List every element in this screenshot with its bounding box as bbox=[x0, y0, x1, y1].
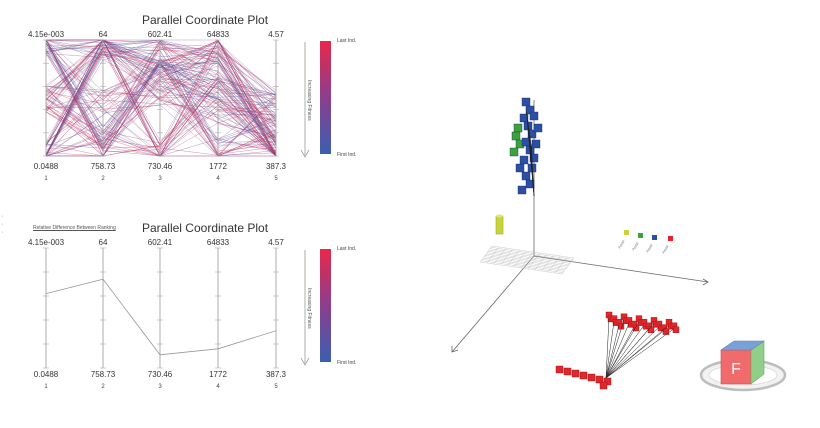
legend-arrow-head-icon bbox=[300, 149, 310, 158]
axis-3-min-label: 730.46 bbox=[147, 370, 173, 379]
axis-4-min-label: 1772 bbox=[209, 370, 227, 379]
bottom-plot-title: Parallel Coordinate Plot bbox=[141, 221, 269, 235]
block bbox=[529, 153, 539, 163]
axis-1-max-label: 4.15e-003 bbox=[27, 238, 65, 247]
scene-legend-cubes: Aaaa Aaaa Aaaa Aaaa bbox=[617, 230, 673, 255]
axis-1-index: 1 bbox=[44, 176, 48, 182]
axis-5-min-label: 387.3 bbox=[265, 162, 287, 171]
side-tick-marks: ▪ ▪ ▪ bbox=[2, 214, 4, 234]
top-fitness-legend bbox=[300, 41, 331, 158]
svg-text:Aaaa: Aaaa bbox=[645, 242, 654, 253]
block bbox=[595, 375, 604, 384]
axis-3-index: 3 bbox=[158, 176, 162, 182]
axis-2-min-label: 758.73 bbox=[90, 370, 116, 379]
axis-2-max-label: 64 bbox=[98, 238, 108, 247]
block bbox=[529, 111, 539, 121]
axis-2-index: 2 bbox=[101, 384, 105, 390]
bottom-parallel-coordinate-plot: Parallel Coordinate Plot Relative Differ… bbox=[0, 212, 420, 412]
block bbox=[517, 185, 527, 195]
block bbox=[587, 373, 596, 382]
block bbox=[511, 131, 521, 141]
floor-grid-icon bbox=[479, 245, 575, 275]
block bbox=[509, 147, 519, 157]
block bbox=[513, 123, 523, 133]
block bbox=[519, 155, 529, 165]
legend-top-label: Last Ind. bbox=[337, 246, 357, 252]
legend-bottom-label: First Ind. bbox=[337, 360, 357, 366]
block bbox=[521, 171, 531, 181]
axis-5-max-label: 4.57 bbox=[268, 238, 284, 247]
axis-1-max-label: 4.15e-003 bbox=[27, 30, 65, 39]
axis-2-max-label: 64 bbox=[98, 30, 108, 39]
block bbox=[603, 377, 612, 386]
bottom-plot-canvas[interactable] bbox=[0, 212, 420, 412]
legend-top-label: Last Ind. bbox=[337, 38, 357, 44]
axis-4-index: 4 bbox=[216, 384, 220, 390]
legend-color-bar bbox=[320, 249, 331, 362]
bottom-fitness-legend bbox=[300, 249, 331, 366]
svg-text:Aaaa: Aaaa bbox=[617, 238, 626, 249]
red-block-cluster bbox=[555, 311, 680, 390]
axis-1-min-label: 0.0488 bbox=[33, 162, 59, 171]
pcp-selected-line bbox=[45, 278, 277, 356]
block bbox=[563, 367, 572, 376]
x-axis-arrow-icon bbox=[451, 346, 459, 353]
axis-4-max-label: 64833 bbox=[206, 238, 230, 247]
block bbox=[515, 163, 525, 173]
axis-3-min-label: 730.46 bbox=[147, 162, 173, 171]
top-plot-title: Parallel Coordinate Plot bbox=[141, 13, 269, 27]
block bbox=[647, 326, 655, 333]
block bbox=[525, 179, 535, 189]
axis-4-max-label: 64833 bbox=[206, 30, 230, 39]
block bbox=[632, 324, 640, 332]
axis-3-max-label: 602.41 bbox=[147, 30, 173, 39]
axis-4-min-label: 1772 bbox=[209, 162, 227, 171]
block bbox=[531, 139, 541, 149]
block bbox=[672, 326, 680, 333]
axis-3-index: 3 bbox=[158, 384, 162, 390]
legend-arrow-head-icon bbox=[300, 357, 310, 366]
view-cube-icon[interactable]: F bbox=[699, 340, 787, 392]
y-axis bbox=[533, 255, 709, 283]
svg-text:Aaaa: Aaaa bbox=[661, 243, 670, 254]
block bbox=[571, 369, 580, 378]
upper-block-cluster bbox=[509, 97, 543, 197]
block bbox=[521, 97, 531, 107]
legend-caption: Increasing Fitness bbox=[306, 288, 312, 329]
top-plot-canvas[interactable] bbox=[0, 0, 420, 200]
axis-3-max-label: 602.41 bbox=[147, 238, 173, 247]
axis-5-max-label: 4.57 bbox=[268, 30, 284, 39]
ranking-note: Relative Difference Between Ranking bbox=[33, 225, 116, 231]
axis-1-index: 1 bbox=[44, 384, 48, 390]
axis-2-min-label: 758.73 bbox=[90, 162, 116, 171]
block bbox=[599, 381, 608, 390]
axis-1-min-label: 0.0488 bbox=[33, 370, 59, 379]
yellow-block-stack bbox=[495, 214, 504, 235]
top-parallel-coordinate-plot: Parallel Coordinate Plot 4.15e-003 0.0488… bbox=[0, 0, 420, 200]
svg-text:Aaaa: Aaaa bbox=[631, 240, 640, 251]
axis-4-index: 4 bbox=[216, 176, 220, 182]
block bbox=[533, 123, 543, 133]
view-cube-face-label: F bbox=[731, 361, 741, 378]
y-axis-arrow-icon bbox=[702, 278, 709, 286]
block bbox=[527, 129, 537, 139]
axis-5-index: 5 bbox=[274, 176, 278, 182]
x-axis bbox=[451, 255, 535, 353]
axis-5-min-label: 387.3 bbox=[265, 370, 287, 379]
3d-scene-view[interactable]: Aaaa Aaaa Aaaa Aaaa F bbox=[430, 0, 820, 428]
block bbox=[555, 365, 564, 374]
block bbox=[579, 371, 588, 380]
legend-color-bar bbox=[320, 41, 331, 154]
legend-caption: Increasing Fitness bbox=[306, 80, 312, 121]
axis-5-index: 5 bbox=[274, 384, 278, 390]
axis-2-index: 2 bbox=[101, 176, 105, 182]
legend-bottom-label: First Ind. bbox=[337, 152, 357, 158]
